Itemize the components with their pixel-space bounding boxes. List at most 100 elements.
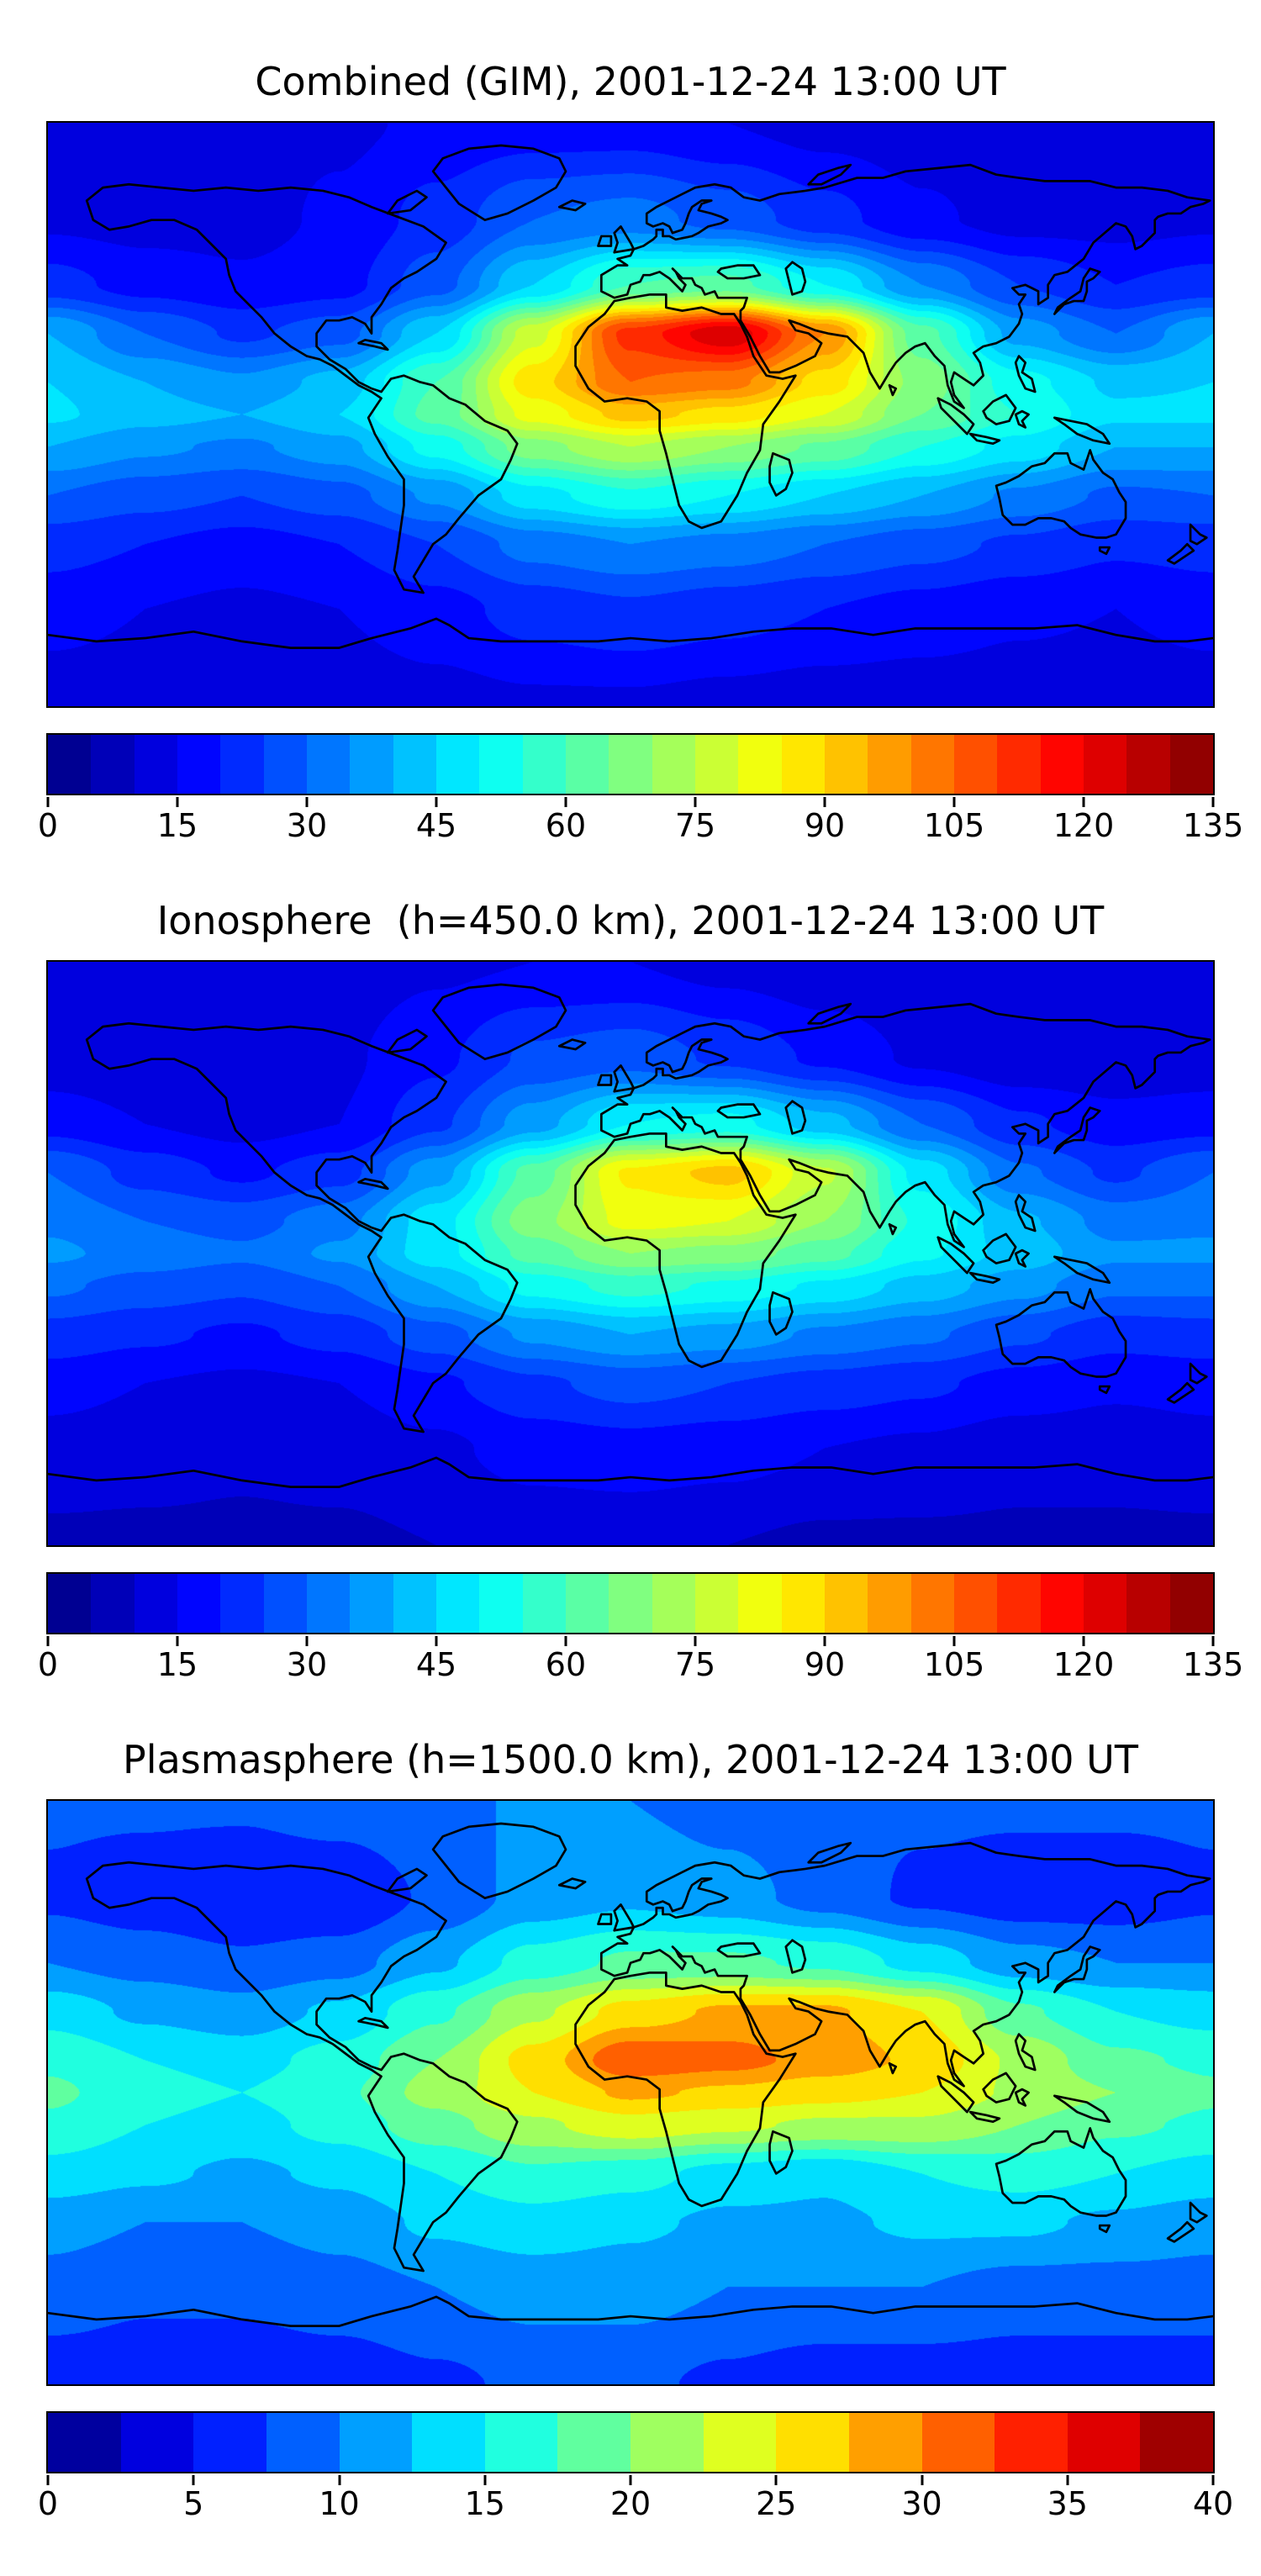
colorbar-tick-mark [483, 2475, 487, 2485]
coastline-path [1053, 1945, 1101, 1993]
coastline-path [431, 1822, 567, 1900]
coastline-path [784, 1939, 807, 1974]
coastline-path [1053, 1106, 1101, 1154]
colorbar-segment [1126, 735, 1170, 794]
colorbar-segment [824, 735, 868, 794]
colorbar-segment [484, 2413, 558, 2472]
colorbar-segment [266, 2413, 340, 2472]
colorbar-segment [1169, 1574, 1213, 1633]
coastline-path [1053, 416, 1111, 446]
coastline-path [557, 1877, 587, 1890]
colorbar-plasmasphere [46, 2411, 1215, 2473]
colorbar-tick-mark [1082, 797, 1085, 807]
colorbar-segment [220, 1574, 264, 1633]
colorbar-tick-mark [952, 1636, 956, 1646]
colorbar-tick-label: 15 [464, 2485, 505, 2522]
panel-ionosphere: Ionosphere (h=450.0 km), 2001-12-24 13:0… [0, 898, 1261, 1693]
colorbar-tick-mark [694, 1636, 697, 1646]
coastline-path [600, 1841, 1211, 2088]
coastlines-overlay [48, 1822, 1213, 2327]
colorbar-segment [522, 1574, 566, 1633]
colorbar-segment [738, 1574, 782, 1633]
coastline-path [982, 2072, 1017, 2104]
colorbar-tick-label: 105 [923, 807, 985, 844]
colorbar-tick-mark [176, 797, 179, 807]
coastline-path [1014, 1194, 1037, 1233]
coastlines-overlay [48, 983, 1213, 1488]
colorbar-segment [921, 2413, 995, 2472]
coastline-path [85, 182, 519, 594]
colorbar-tick-label: 120 [1053, 807, 1115, 844]
colorbar-tick-label: 25 [756, 2485, 797, 2522]
colorbar-segment [1067, 2413, 1141, 2472]
coastline-path [716, 1942, 762, 1958]
colorbar-segment [609, 1574, 652, 1633]
colorbar-segment [48, 735, 92, 794]
colorbar-tick-mark [823, 797, 826, 807]
colorbar-tick-mark [823, 1636, 826, 1646]
colorbar-tick-mark [1211, 2475, 1215, 2485]
coastline-path [48, 2295, 1213, 2327]
colorbar-tick-mark [694, 797, 697, 807]
colorbar-segment [134, 735, 177, 794]
colorbar-tick-label: 5 [183, 2485, 204, 2522]
coastline-path [1189, 1362, 1208, 1385]
coastline-path [1098, 2224, 1111, 2234]
coastline-path [600, 163, 1211, 409]
coastline-path [937, 2075, 975, 2114]
colorbar-tick-mark [564, 797, 567, 807]
colorbar-segment [997, 1574, 1041, 1633]
colorbar-tick-label: 90 [804, 807, 846, 844]
coastline-path [48, 1456, 1213, 1488]
coastline-path [1166, 542, 1195, 565]
coastline-path [807, 1002, 852, 1025]
colorbar-tick-label: 0 [37, 1646, 59, 1683]
colorbar-segment [1040, 735, 1084, 794]
coastline-path [968, 432, 1001, 446]
coastline-path [557, 1038, 587, 1051]
coastline-path [597, 1074, 613, 1086]
colorbar-tick-label: 35 [1047, 2485, 1088, 2522]
colorbar-segment [435, 735, 480, 794]
coastline-path [557, 199, 587, 212]
coastline-path [784, 261, 807, 296]
coastline-path [613, 225, 636, 254]
coastline-path [386, 1867, 428, 1893]
colorbar-tick-label: 0 [37, 807, 59, 844]
colorbar-tick-label: 90 [804, 1646, 846, 1683]
map-combined [46, 121, 1215, 708]
coastline-path [982, 1233, 1017, 1264]
colorbar-tick-mark [921, 2475, 923, 2485]
colorbar-tick-mark [1082, 1636, 1085, 1646]
colorbar-segment [1083, 1574, 1127, 1633]
coastline-path [613, 1903, 636, 1932]
colorbar-segment [868, 1574, 911, 1633]
colorbar-segment [522, 735, 566, 794]
colorbar-segment [1126, 1574, 1170, 1633]
colorbar-tick-label: 30 [286, 1646, 328, 1683]
colorbar-segment [995, 2413, 1068, 2472]
colorbar-segment [868, 735, 911, 794]
colorbar-segment [703, 2413, 777, 2472]
colorbar-segment [479, 735, 523, 794]
panel-title-combined: Combined (GIM), 2001-12-24 13:00 UT [255, 59, 1006, 104]
panel-combined: Combined (GIM), 2001-12-24 13:00 UT 0 15 3… [0, 59, 1261, 854]
colorbar-segment [435, 1574, 480, 1633]
colorbar-tick-label: 40 [1192, 2485, 1234, 2522]
colorbar-segment [652, 1574, 695, 1633]
colorbar-segment [306, 1574, 351, 1633]
coastline-path [1014, 355, 1037, 393]
coastline-path [807, 1841, 852, 1864]
colorbar-ionosphere [46, 1572, 1215, 1634]
colorbar-segment [997, 735, 1041, 794]
colorbar-segment [557, 2413, 630, 2472]
coastline-path [597, 235, 613, 247]
coastline-path [784, 1100, 807, 1135]
colorbar-segment [910, 735, 954, 794]
colorbar-segment [263, 1574, 307, 1633]
colorbar-segment [306, 735, 351, 794]
colorbar-segment [824, 1574, 868, 1633]
colorbar-segment [350, 1574, 393, 1633]
colorbar-tick-label: 60 [545, 807, 587, 844]
coastline-path [357, 1177, 389, 1190]
